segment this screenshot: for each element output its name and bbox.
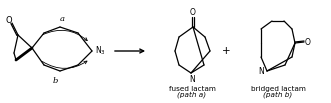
Text: O: O — [190, 8, 196, 16]
Text: O: O — [6, 15, 12, 25]
Text: (path b): (path b) — [263, 92, 293, 98]
Text: bridged lactam: bridged lactam — [251, 86, 306, 92]
Text: N: N — [189, 74, 195, 84]
Text: fused lactam: fused lactam — [168, 86, 215, 92]
Text: (path a): (path a) — [177, 92, 207, 98]
Text: a: a — [60, 15, 65, 23]
Text: N: N — [258, 67, 264, 75]
Text: N: N — [95, 46, 101, 54]
Text: 3: 3 — [101, 50, 104, 54]
Text: b: b — [52, 77, 58, 85]
Text: +: + — [222, 46, 230, 56]
Text: O: O — [305, 37, 311, 46]
